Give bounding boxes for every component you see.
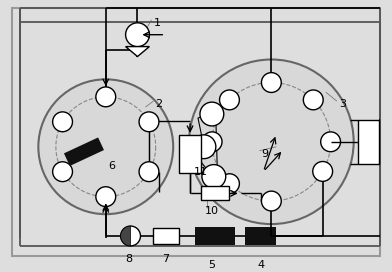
Circle shape xyxy=(139,112,159,132)
Bar xyxy=(153,228,179,244)
Circle shape xyxy=(321,132,341,152)
Bar xyxy=(179,135,201,172)
Bar xyxy=(245,227,276,245)
Circle shape xyxy=(261,73,281,92)
Polygon shape xyxy=(125,47,149,57)
Circle shape xyxy=(125,23,149,47)
Text: 11: 11 xyxy=(194,166,208,177)
Text: 4: 4 xyxy=(258,260,265,270)
Circle shape xyxy=(53,162,73,182)
Circle shape xyxy=(220,90,240,110)
Text: 2: 2 xyxy=(155,99,162,109)
Text: 10: 10 xyxy=(205,206,219,216)
Circle shape xyxy=(200,102,224,126)
Bar xyxy=(201,186,229,200)
Circle shape xyxy=(96,87,116,107)
Circle shape xyxy=(220,174,240,194)
Bar xyxy=(195,227,235,245)
Text: 5: 5 xyxy=(208,260,215,270)
Circle shape xyxy=(202,132,222,152)
Circle shape xyxy=(121,226,140,246)
Circle shape xyxy=(261,191,281,211)
Text: 3: 3 xyxy=(339,99,346,109)
Circle shape xyxy=(139,162,159,182)
Text: 6: 6 xyxy=(109,161,116,171)
Circle shape xyxy=(303,90,323,110)
Circle shape xyxy=(192,135,216,159)
Text: 7: 7 xyxy=(162,254,169,264)
Circle shape xyxy=(202,165,226,188)
Text: 8: 8 xyxy=(125,254,133,264)
Text: 9: 9 xyxy=(261,149,269,159)
Wedge shape xyxy=(121,226,131,246)
Circle shape xyxy=(313,162,332,181)
Text: 1: 1 xyxy=(153,18,160,28)
Circle shape xyxy=(96,187,116,206)
Circle shape xyxy=(189,60,354,224)
Bar xyxy=(64,137,104,166)
Circle shape xyxy=(53,112,73,132)
Circle shape xyxy=(38,79,173,214)
Bar xyxy=(358,120,379,163)
